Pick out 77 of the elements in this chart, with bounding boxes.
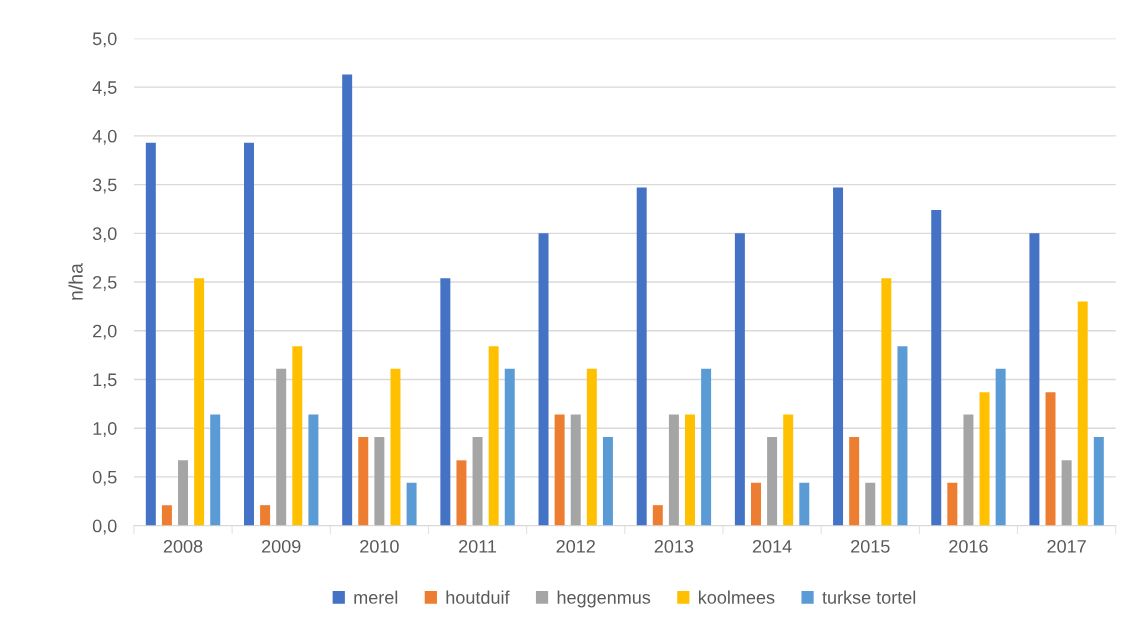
- bar: [750, 482, 761, 526]
- bar: [554, 414, 565, 526]
- y-tick-label: 2,0: [93, 324, 117, 340]
- bar: [472, 436, 483, 526]
- bar: [586, 368, 597, 526]
- bar: [440, 278, 451, 526]
- bar: [602, 436, 613, 526]
- x-tick-label: 2011: [459, 539, 497, 553]
- bar: [849, 436, 860, 526]
- bar: [276, 368, 287, 526]
- bar: [963, 414, 974, 526]
- bar: [260, 505, 271, 526]
- y-tick-label: 0,5: [92, 470, 117, 486]
- x-tick-label: 2015: [851, 539, 890, 553]
- bar: [881, 278, 892, 526]
- y-tick-label: 1,5: [93, 373, 117, 389]
- bar: [767, 436, 778, 526]
- x-tick-label: 2017: [1047, 539, 1086, 553]
- bar: [342, 74, 353, 526]
- bar: [292, 346, 303, 526]
- y-tick-label: 0,0: [92, 519, 117, 535]
- legend-label: merel: [354, 590, 398, 604]
- bar: [390, 368, 401, 526]
- y-tick-label: 4,5: [92, 81, 117, 97]
- bar: [799, 482, 810, 526]
- bar: [570, 414, 581, 526]
- bar: [456, 460, 467, 526]
- legend-label: houtduif: [446, 590, 510, 604]
- bar: [668, 414, 679, 526]
- bar: [979, 392, 990, 526]
- x-tick-label: 2016: [949, 539, 988, 553]
- bar: [947, 482, 958, 526]
- bar: [865, 482, 876, 526]
- bar: [636, 187, 647, 526]
- bar: [652, 505, 663, 526]
- x-tick-label: 2008: [163, 539, 203, 553]
- bar: [734, 233, 745, 526]
- bar: [538, 233, 549, 526]
- bar: [504, 368, 515, 526]
- bar: [1077, 301, 1088, 526]
- bar: [488, 346, 499, 526]
- bar: [685, 414, 695, 526]
- bar: [783, 414, 794, 526]
- bar: [1029, 233, 1040, 526]
- y-tick-label: 5,0: [92, 32, 117, 48]
- bar: [1061, 460, 1072, 526]
- x-tick-label: 2009: [262, 539, 301, 553]
- bar: [358, 436, 369, 526]
- bar: [194, 278, 205, 526]
- bar: [931, 209, 942, 526]
- bar: [1045, 392, 1056, 526]
- bar: [406, 482, 417, 526]
- bar: [897, 346, 908, 526]
- x-tick-label: 2013: [654, 539, 694, 553]
- x-tick-label: 2012: [556, 539, 595, 553]
- bar: [1093, 436, 1104, 526]
- y-tick-label: 1,0: [93, 422, 117, 438]
- bar: [701, 368, 712, 526]
- y-tick-label: 3,0: [92, 227, 117, 243]
- bar: [308, 414, 319, 526]
- y-axis-title: n/ha: [68, 263, 83, 300]
- bar: [210, 414, 221, 526]
- legend-label: koolmees: [698, 590, 775, 604]
- legend-label: turkse tortel: [822, 590, 916, 604]
- bar: [833, 187, 844, 526]
- y-tick-label: 3,5: [92, 178, 117, 194]
- bar: [374, 436, 385, 526]
- x-tick-label: 2010: [360, 539, 399, 553]
- bar: [178, 460, 189, 526]
- x-tick-label: 2014: [752, 539, 792, 553]
- bar: [161, 505, 172, 526]
- bar: [995, 368, 1006, 526]
- y-tick-label: 4,0: [92, 129, 117, 145]
- legend-label: heggenmus: [557, 590, 651, 608]
- y-tick-label: 2,5: [93, 275, 117, 291]
- bar: [244, 142, 254, 526]
- bar: [145, 142, 156, 526]
